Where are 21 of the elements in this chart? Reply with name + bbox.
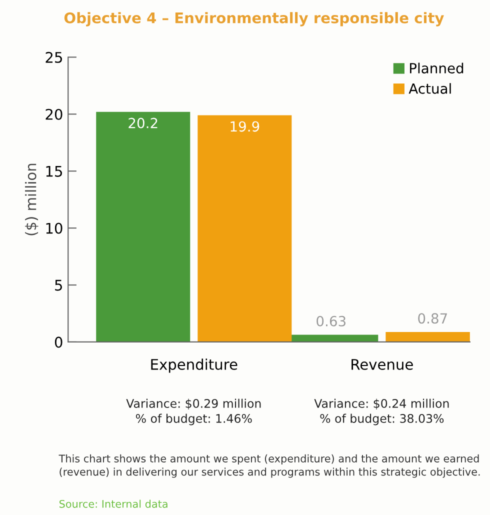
data-label: 0.63 xyxy=(316,316,346,326)
data-label: 0.87 xyxy=(418,313,447,324)
bar xyxy=(96,112,190,342)
y-tick-label: 25 xyxy=(46,52,62,63)
y-tick-label: 10 xyxy=(46,222,62,234)
y-tick-label: 15 xyxy=(46,166,62,177)
chart-title: Objective 4 – Environmentally responsible city xyxy=(64,12,444,26)
legend-label: Actual xyxy=(408,83,451,94)
x-tick-label: Revenue xyxy=(352,359,413,370)
text: This chart shows the amount we spent (expenditure) and the amount we earned (revenue) in delivering our services and programs within this strategic objective. xyxy=(58,454,480,478)
y-axis-title: ($) million xyxy=(25,164,38,236)
x-tick-label: Expenditure xyxy=(151,358,238,373)
text: Variance: $0.29 million % of budget: 1.46% xyxy=(126,398,261,426)
data-label: 19.9 xyxy=(230,121,260,132)
data-label: 20.2 xyxy=(128,118,158,128)
source-note: Source: Internal data xyxy=(59,500,168,508)
y-tick-label: 5 xyxy=(55,280,62,291)
y-tick-label: 0 xyxy=(54,336,62,348)
y-tick-label: 20 xyxy=(46,108,62,120)
legend-label: Planned xyxy=(410,62,464,74)
text: Variance: $0.24 million % of budget: 38.03% xyxy=(314,398,449,426)
